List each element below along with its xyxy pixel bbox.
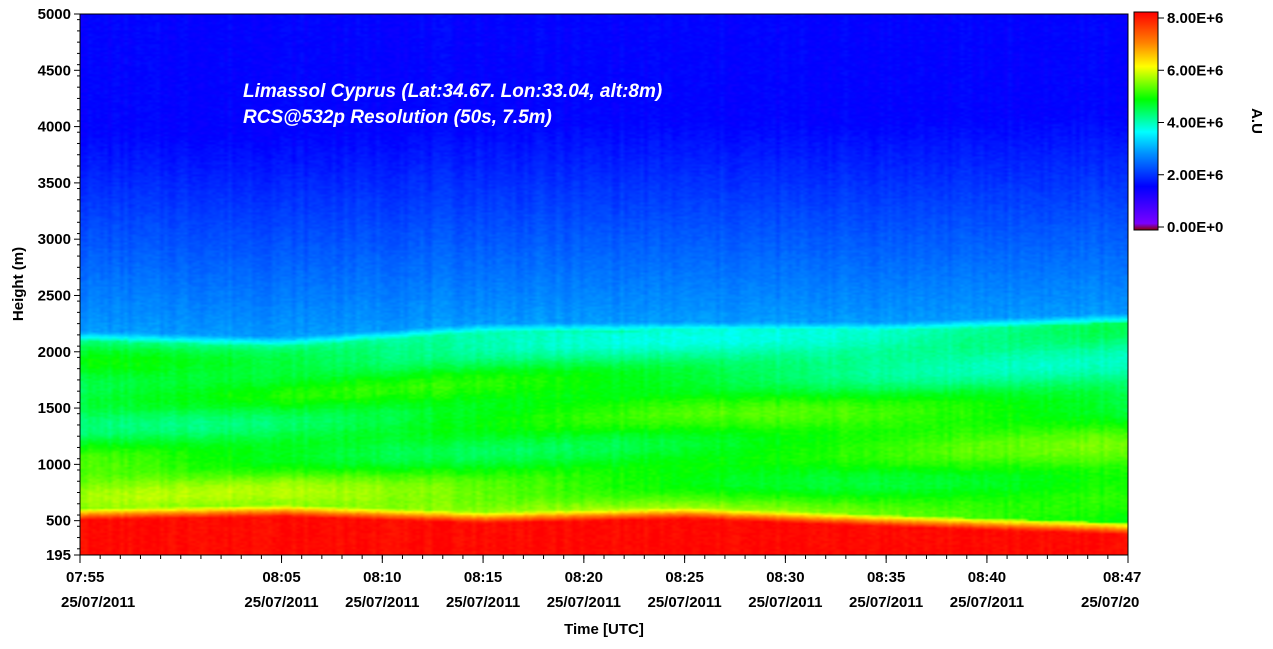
y-tick-label: 500 — [46, 513, 71, 530]
x-tick-date-label: 25/07/2011 — [849, 594, 923, 611]
y-tick-label: 3000 — [38, 231, 71, 248]
y-tick-label: 4500 — [38, 62, 71, 79]
x-tick-date-label: 25/07/2011 — [547, 594, 621, 611]
annotation-resolution: RCS@532p Resolution (50s, 7.5m) — [243, 107, 552, 128]
x-tick-time-label: 08:05 — [262, 569, 300, 586]
x-tick-date-label: 25/07/20 — [1081, 594, 1139, 611]
x-tick-time-label: 08:25 — [665, 569, 703, 586]
colorbar: 0.00E+0 2.00E+6 4.00E+6 6.00E+6 8.00E+6 A.U — [1133, 10, 1265, 236]
y-tick-label: 5000 — [38, 6, 71, 23]
y-tick-label: 1000 — [38, 456, 71, 473]
x-tick-time-label: 07:55 — [66, 569, 104, 586]
y-tick-label: 3500 — [38, 175, 71, 192]
x-tick-time-label: 08:10 — [363, 569, 401, 586]
annotation-location: Limassol Cyprus (Lat:34.67. Lon:33.04, a… — [243, 81, 662, 102]
x-tick-time-label: 08:47 — [1103, 569, 1141, 586]
colorbar-tick-label: 4.00E+6 — [1167, 115, 1223, 132]
heatmap-plot-area — [79, 13, 1129, 556]
colorbar-label: A.U — [1248, 108, 1265, 134]
colorbar-tick-label: 2.00E+6 — [1167, 167, 1223, 184]
y-tick-label: 2500 — [38, 287, 71, 304]
x-tick-time-label: 08:35 — [867, 569, 905, 586]
x-tick-date-label: 25/07/2011 — [446, 594, 520, 611]
colorbar-gradient — [1133, 11, 1159, 231]
y-tick-label: 195 — [46, 547, 71, 564]
x-tick-date-label: 25/07/2011 — [244, 594, 318, 611]
y-axis-title: Height (m) — [10, 247, 27, 321]
x-tick-date-label: 25/07/2011 — [748, 594, 822, 611]
x-tick-time-label: 08:40 — [968, 569, 1006, 586]
x-tick-date-label: 25/07/2011 — [950, 594, 1024, 611]
x-tick-time-label: 08:20 — [565, 569, 603, 586]
x-axis: 07:55 25/07/2011 08:05 25/07/2011 08:10 25/07… — [61, 555, 1141, 611]
colorbar-tick-label: 0.00E+0 — [1167, 219, 1223, 236]
x-tick-date-label: 25/07/2011 — [345, 594, 419, 611]
y-tick-label: 4000 — [38, 119, 71, 136]
y-tick-label: 1500 — [38, 400, 71, 417]
x-tick-date-label: 25/07/2011 — [61, 594, 135, 611]
colorbar-tick-label: 8.00E+6 — [1167, 10, 1223, 27]
y-tick-label: 2000 — [38, 344, 71, 361]
y-axis: 195 500 1000 1500 2000 2500 3000 3500 4000 4500 50… — [38, 6, 80, 564]
x-tick-time-label: 08:15 — [464, 569, 502, 586]
heatmap-image — [80, 14, 1128, 555]
colorbar-ticks: 0.00E+0 2.00E+6 4.00E+6 6.00E+6 8.00E+6 — [1158, 10, 1223, 236]
x-axis-title: Time [UTC] — [564, 621, 644, 638]
x-tick-time-label: 08:30 — [766, 569, 804, 586]
colorbar-tick-label: 6.00E+6 — [1167, 62, 1223, 79]
x-tick-date-label: 25/07/2011 — [647, 594, 721, 611]
